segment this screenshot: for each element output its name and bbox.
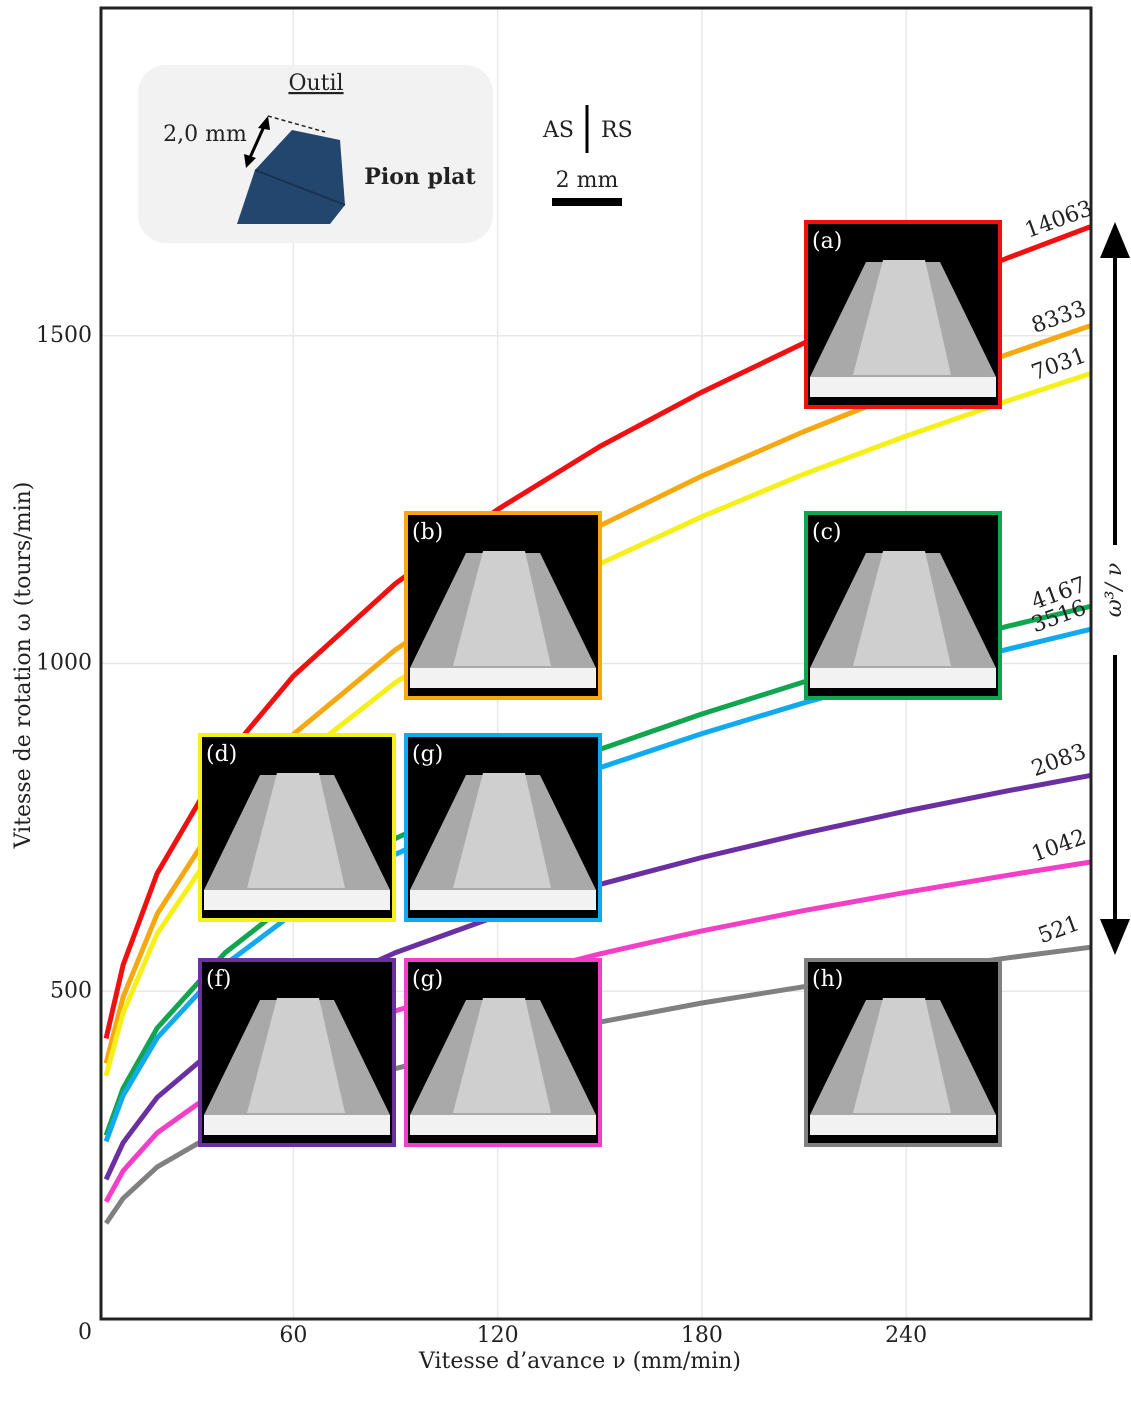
tool-dash	[267, 115, 326, 133]
inset-base	[410, 1115, 596, 1135]
arrow-label: ω³/ ν	[1102, 563, 1127, 618]
arrow-label-bg	[1103, 545, 1127, 655]
arrowhead	[1100, 222, 1130, 258]
y-tick-label: 0	[78, 1320, 92, 1345]
arrowhead	[244, 154, 256, 168]
inset-border	[404, 511, 602, 700]
side-left: AS	[542, 118, 574, 143]
inset-weld	[247, 773, 345, 888]
arrowhead	[258, 116, 270, 130]
scale-bar	[552, 198, 622, 206]
tool-shape	[237, 130, 345, 224]
side-right: RS	[601, 118, 633, 143]
inset-base	[204, 890, 390, 910]
inset-label: (c)	[812, 520, 842, 545]
inset-border	[804, 958, 1002, 1147]
tool-name: Pion plat	[364, 164, 476, 190]
inset-border	[804, 511, 1002, 700]
inset-border	[404, 733, 602, 922]
inset-border	[404, 958, 602, 1147]
inset-border	[198, 733, 396, 922]
insets: (a) (b) (c) (d) (g) (f) (g) (h)	[198, 220, 1002, 1147]
inset-weld	[247, 998, 345, 1113]
x-tick-label: 120	[477, 1323, 519, 1348]
inset-label: (g)	[412, 967, 443, 992]
inset-border	[804, 220, 1002, 409]
inset-weld	[453, 551, 551, 666]
inset-border	[198, 958, 396, 1147]
inset-base	[204, 1115, 390, 1135]
inset-weld	[853, 998, 951, 1113]
inset-base	[410, 890, 596, 910]
tool-edge	[254, 169, 346, 206]
tool-dimension: 2,0 mm	[163, 122, 247, 147]
inset-label: (d)	[206, 742, 237, 767]
inset-label: (g)	[412, 742, 443, 767]
y-tick-label: 1000	[36, 651, 92, 676]
inset-label: (a)	[812, 229, 842, 254]
inset-base	[810, 377, 996, 397]
inset-weld	[453, 773, 551, 888]
inset-base	[810, 668, 996, 688]
tool-title: Outil	[288, 71, 343, 96]
inset-label: (h)	[812, 967, 843, 992]
y-tick-label: 500	[50, 978, 92, 1003]
y-axis-label: Vitesse de rotation ω (tours/min)	[11, 482, 36, 850]
y-tick-label: 1500	[36, 323, 92, 348]
inset-weld	[853, 260, 951, 375]
inset-weld	[453, 998, 551, 1113]
inset-weld	[853, 551, 951, 666]
arrowhead	[1100, 919, 1130, 955]
scale-bar-label: 2 mm	[556, 168, 619, 193]
x-tick-label: 180	[681, 1323, 723, 1348]
x-tick-label: 240	[885, 1323, 927, 1348]
inset-base	[410, 668, 596, 688]
frame	[99, 6, 1093, 1321]
inset-base	[810, 1115, 996, 1135]
inset-label: (b)	[412, 520, 443, 545]
inset-label: (f)	[206, 967, 231, 992]
x-tick-label: 60	[279, 1323, 307, 1348]
x-axis-label: Vitesse d’avance ν (mm/min)	[418, 1349, 741, 1374]
